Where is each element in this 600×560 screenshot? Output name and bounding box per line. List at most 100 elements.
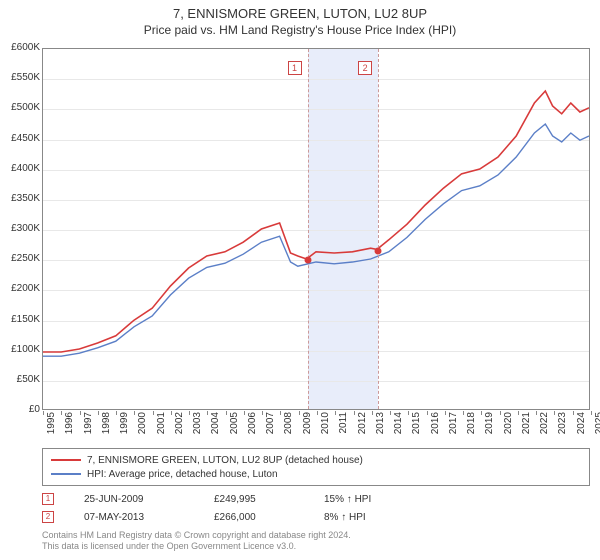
x-axis-label: 1998 bbox=[101, 412, 112, 442]
y-axis-label: £600K bbox=[0, 42, 40, 53]
x-tick bbox=[427, 411, 428, 415]
x-tick bbox=[299, 411, 300, 415]
sale-dot bbox=[375, 247, 382, 254]
y-axis-label: £50K bbox=[0, 374, 40, 385]
x-axis-label: 2025 bbox=[594, 412, 600, 442]
x-tick bbox=[463, 411, 464, 415]
x-axis-label: 2021 bbox=[521, 412, 532, 442]
y-axis-label: £100K bbox=[0, 344, 40, 355]
x-tick bbox=[80, 411, 81, 415]
x-tick bbox=[153, 411, 154, 415]
x-tick bbox=[226, 411, 227, 415]
x-axis-label: 2013 bbox=[375, 412, 386, 442]
y-axis-label: £300K bbox=[0, 223, 40, 234]
x-tick bbox=[500, 411, 501, 415]
legend-label: 7, ENNISMORE GREEN, LUTON, LU2 8UP (deta… bbox=[87, 455, 363, 466]
chart-container: 7, ENNISMORE GREEN, LUTON, LU2 8UP Price… bbox=[0, 0, 600, 560]
legend-swatch bbox=[51, 459, 81, 461]
y-axis-label: £250K bbox=[0, 253, 40, 264]
x-tick bbox=[116, 411, 117, 415]
x-tick bbox=[43, 411, 44, 415]
x-tick bbox=[518, 411, 519, 415]
y-axis-label: £350K bbox=[0, 193, 40, 204]
sale-date: 25-JUN-2009 bbox=[84, 494, 214, 505]
line-layer bbox=[43, 49, 589, 409]
sale-price: £249,995 bbox=[214, 494, 324, 505]
sale-row-marker: 1 bbox=[42, 493, 54, 505]
x-tick bbox=[189, 411, 190, 415]
y-axis-label: £550K bbox=[0, 72, 40, 83]
sale-row-marker: 2 bbox=[42, 511, 54, 523]
x-tick bbox=[481, 411, 482, 415]
x-tick bbox=[262, 411, 263, 415]
x-axis-label: 2017 bbox=[448, 412, 459, 442]
y-axis-label: £0 bbox=[0, 404, 40, 415]
sale-pct: 15% ↑ HPI bbox=[324, 494, 404, 505]
chart-subtitle: Price paid vs. HM Land Registry's House … bbox=[0, 21, 600, 37]
legend-row: 7, ENNISMORE GREEN, LUTON, LU2 8UP (deta… bbox=[51, 453, 581, 467]
sale-pct: 8% ↑ HPI bbox=[324, 512, 404, 523]
legend: 7, ENNISMORE GREEN, LUTON, LU2 8UP (deta… bbox=[42, 448, 590, 486]
series-line bbox=[43, 124, 589, 356]
y-axis-label: £400K bbox=[0, 163, 40, 174]
y-axis-label: £500K bbox=[0, 102, 40, 113]
x-axis-label: 2006 bbox=[247, 412, 258, 442]
x-tick bbox=[445, 411, 446, 415]
legend-swatch bbox=[51, 473, 81, 475]
x-tick bbox=[244, 411, 245, 415]
x-tick bbox=[408, 411, 409, 415]
sale-row: 1 25-JUN-2009£249,99515% ↑ HPI bbox=[42, 490, 590, 508]
x-tick bbox=[61, 411, 62, 415]
x-axis-label: 2010 bbox=[320, 412, 331, 442]
x-axis-label: 2004 bbox=[210, 412, 221, 442]
chart-title: 7, ENNISMORE GREEN, LUTON, LU2 8UP bbox=[0, 0, 600, 21]
x-axis-label: 2018 bbox=[466, 412, 477, 442]
x-tick bbox=[573, 411, 574, 415]
x-tick bbox=[554, 411, 555, 415]
sales-table: 1 25-JUN-2009£249,99515% ↑ HPI 2 07-MAY-201… bbox=[42, 490, 590, 526]
y-axis-label: £150K bbox=[0, 314, 40, 325]
sale-date: 07-MAY-2013 bbox=[84, 512, 214, 523]
y-axis-label: £450K bbox=[0, 133, 40, 144]
x-axis-label: 2003 bbox=[192, 412, 203, 442]
footnote-line-2: This data is licensed under the Open Gov… bbox=[42, 541, 296, 551]
plot-area: 12 bbox=[42, 48, 590, 410]
x-axis-label: 2022 bbox=[539, 412, 550, 442]
x-tick bbox=[134, 411, 135, 415]
x-tick bbox=[390, 411, 391, 415]
event-vline bbox=[308, 49, 309, 409]
sale-price: £266,000 bbox=[214, 512, 324, 523]
x-axis-label: 2008 bbox=[283, 412, 294, 442]
x-tick bbox=[317, 411, 318, 415]
x-axis-label: 2024 bbox=[576, 412, 587, 442]
sale-row: 2 07-MAY-2013£266,0008% ↑ HPI bbox=[42, 508, 590, 526]
x-axis-label: 2007 bbox=[265, 412, 276, 442]
event-vline bbox=[378, 49, 379, 409]
footnote: Contains HM Land Registry data © Crown c… bbox=[42, 530, 351, 553]
series-line bbox=[43, 91, 589, 352]
sale-marker-box: 2 bbox=[358, 61, 372, 75]
x-axis-label: 2014 bbox=[393, 412, 404, 442]
x-axis-label: 2015 bbox=[411, 412, 422, 442]
x-axis-label: 2005 bbox=[229, 412, 240, 442]
x-tick bbox=[372, 411, 373, 415]
sale-dot bbox=[304, 257, 311, 264]
x-axis-label: 2019 bbox=[484, 412, 495, 442]
x-tick bbox=[280, 411, 281, 415]
x-tick bbox=[335, 411, 336, 415]
footnote-line-1: Contains HM Land Registry data © Crown c… bbox=[42, 530, 351, 540]
x-tick bbox=[98, 411, 99, 415]
x-axis-label: 1996 bbox=[64, 412, 75, 442]
x-axis-label: 1995 bbox=[46, 412, 57, 442]
x-axis-label: 1999 bbox=[119, 412, 130, 442]
x-axis-label: 2001 bbox=[156, 412, 167, 442]
legend-label: HPI: Average price, detached house, Luto… bbox=[87, 469, 278, 480]
x-tick bbox=[207, 411, 208, 415]
sale-marker-box: 1 bbox=[288, 61, 302, 75]
x-axis-label: 2012 bbox=[357, 412, 368, 442]
y-axis-label: £200K bbox=[0, 283, 40, 294]
x-axis-label: 2009 bbox=[302, 412, 313, 442]
x-tick bbox=[536, 411, 537, 415]
x-axis-label: 1997 bbox=[83, 412, 94, 442]
x-tick bbox=[171, 411, 172, 415]
